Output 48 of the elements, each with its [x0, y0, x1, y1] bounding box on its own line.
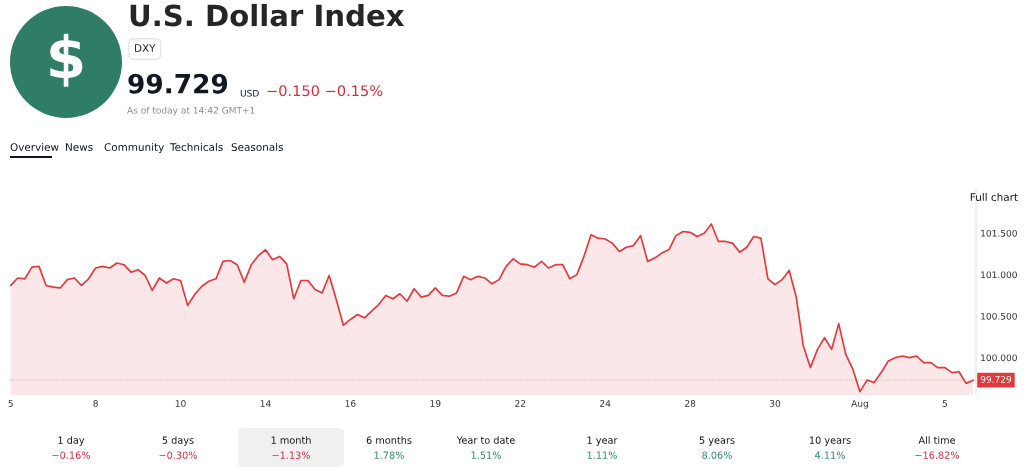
- text: Overview: [10, 142, 59, 152]
- chart-subtitle: DXY: [135, 44, 156, 52]
- y-tick-label: 100.500: [981, 312, 1017, 320]
- text: Technicals: [169, 142, 223, 152]
- text: 6 months: [366, 436, 412, 444]
- text: 5 days: [162, 436, 194, 446]
- x-tick-label: 30: [769, 400, 781, 407]
- text: 1 year: [587, 436, 618, 446]
- text: 1.51%: [471, 451, 501, 459]
- text: −0.30%: [159, 451, 197, 459]
- text: 8.06%: [702, 451, 732, 459]
- text: 5 years: [699, 436, 735, 446]
- x-tick-label: 10: [175, 400, 186, 407]
- chart-title: U.S. Dollar Index: [130, 3, 405, 27]
- text: 4.11%: [815, 451, 845, 459]
- x-tick-label: Aug: [851, 400, 868, 409]
- text: Year to date: [456, 436, 515, 444]
- text: Community: [104, 142, 164, 154]
- x-tick-label: 19: [430, 400, 441, 407]
- text: 1.11%: [587, 451, 617, 459]
- x-tick-label: 5: [942, 400, 947, 407]
- x-tick-label: 22: [515, 400, 526, 407]
- text: −0.150 −0.15%: [267, 85, 383, 97]
- text: USD: [240, 89, 259, 97]
- ref-line-label: 99.729: [980, 375, 1012, 383]
- x-tick-label: 8: [93, 400, 98, 407]
- text: 99.729: [128, 73, 228, 94]
- text: 10 years: [809, 436, 851, 446]
- x-tick-label: 28: [685, 400, 696, 407]
- text: 1 month: [271, 436, 311, 444]
- x-tick-label: 16: [345, 400, 356, 407]
- x-tick-label: 5: [8, 400, 13, 407]
- text: −16.82%: [915, 451, 960, 459]
- annotation: Full chart: [970, 192, 1018, 202]
- y-tick-label: 101.000: [981, 271, 1017, 279]
- text: 1 day: [58, 436, 85, 446]
- text: $: [50, 33, 83, 87]
- text: Seasonals: [231, 142, 283, 152]
- x-tick-label: 14: [260, 400, 271, 407]
- y-tick-label: 101.500: [981, 229, 1017, 237]
- text: As of today at 14:42 GMT+1: [127, 106, 255, 116]
- text: All time: [918, 436, 956, 444]
- text: −1.13%: [272, 451, 310, 459]
- y-tick-label: 100.000: [981, 354, 1017, 362]
- text: −0.16%: [52, 451, 90, 459]
- text: 1.78%: [374, 451, 404, 459]
- text: News: [66, 143, 93, 152]
- x-tick-label: 24: [600, 400, 611, 407]
